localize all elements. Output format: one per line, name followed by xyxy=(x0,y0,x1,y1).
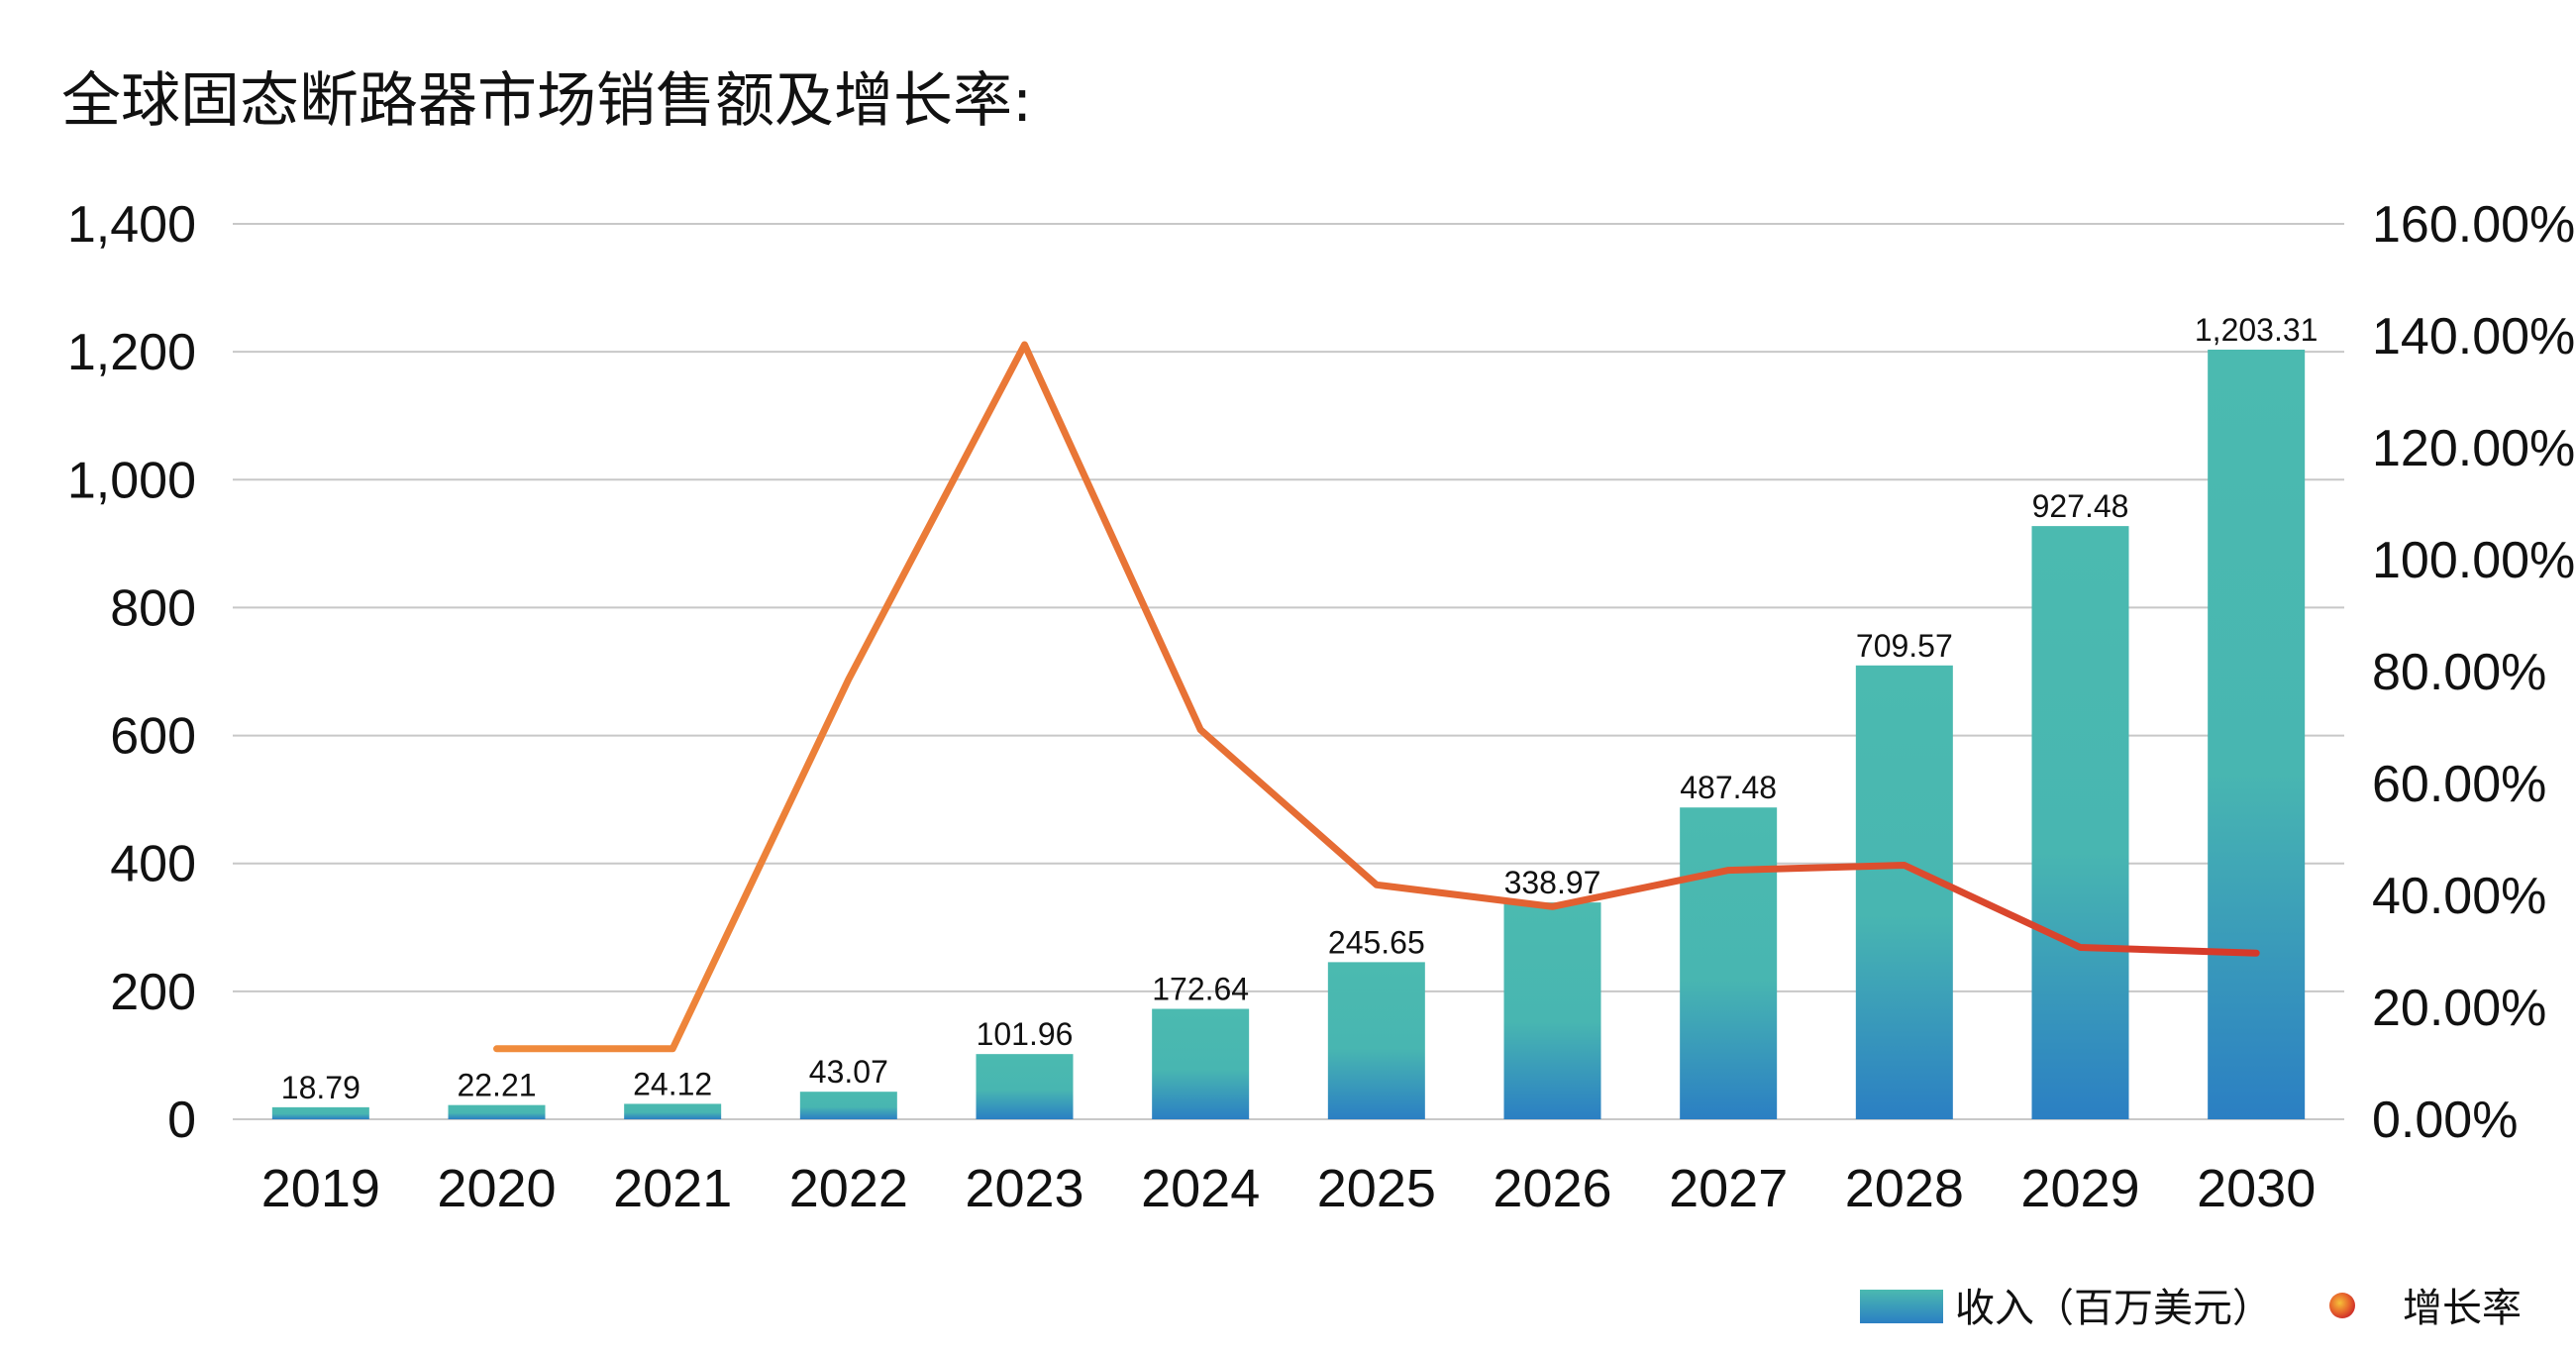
bar-2028 xyxy=(1855,665,1953,1119)
bar-label-2021: 24.12 xyxy=(633,1066,712,1101)
growth-rate-line xyxy=(493,341,2260,1053)
y-right-tick-label: 140.00% xyxy=(2372,308,2575,365)
y-right-axis: 160.00% 140.00% 120.00% 100.00% 80.00% 60.00%… xyxy=(2372,196,2575,1149)
legend-swatch-revenue xyxy=(1860,1290,1943,1323)
bar-label-2024: 172.64 xyxy=(1152,972,1249,1007)
y-left-tick-label: 200 xyxy=(110,964,196,1021)
bar-label-2030: 1,203.31 xyxy=(2195,312,2318,348)
x-tick-label: 2027 xyxy=(1669,1159,1788,1218)
y-right-tick-label: 60.00% xyxy=(2372,756,2546,813)
legend-label-growth: 增长率 xyxy=(2403,1286,2522,1331)
bar-2020 xyxy=(448,1104,546,1119)
y-left-tick-label: 1,000 xyxy=(67,452,196,509)
bar-2030 xyxy=(2208,350,2306,1119)
bar-2023 xyxy=(976,1054,1074,1119)
y-left-axis: 1,400 1,200 1,000 800 600 400 200 0 xyxy=(67,196,196,1149)
y-left-tick-label: 600 xyxy=(110,708,196,766)
x-tick-label: 2023 xyxy=(965,1159,1083,1218)
x-axis: 2019 2020 2021 2022 2023 2024 2025 2026 2027 2028… xyxy=(261,1159,2316,1218)
y-right-tick-label: 0.00% xyxy=(2372,1092,2518,1149)
legend: 收入（百万美元） 增长率 xyxy=(1860,1286,2522,1331)
bar-label-2029: 927.48 xyxy=(2032,488,2129,524)
bar-label-2026: 338.97 xyxy=(1504,865,1601,900)
y-right-tick-label: 120.00% xyxy=(2372,420,2575,477)
x-tick-label: 2029 xyxy=(2020,1159,2139,1218)
bar-label-2020: 22.21 xyxy=(457,1068,536,1103)
x-tick-label: 2028 xyxy=(1845,1159,1964,1218)
bar-label-2027: 487.48 xyxy=(1680,770,1777,805)
bar-label-2019: 18.79 xyxy=(281,1070,361,1105)
y-right-tick-label: 160.00% xyxy=(2372,196,2575,254)
legend-label-revenue: 收入（百万美元） xyxy=(1955,1286,2272,1331)
y-left-tick-label: 400 xyxy=(110,836,196,893)
x-tick-label: 2019 xyxy=(261,1159,380,1218)
bar-2026 xyxy=(1503,902,1601,1119)
legend-marker-growth xyxy=(2329,1293,2355,1318)
growth-rate-line-group xyxy=(493,341,2260,1053)
chart-title: 全球固态断路器市场销售额及增长率: xyxy=(61,66,1032,136)
y-left-tick-label: 0 xyxy=(167,1092,196,1149)
bar-2022 xyxy=(799,1092,897,1119)
bar-2027 xyxy=(1680,807,1778,1119)
bar-label-2022: 43.07 xyxy=(809,1054,888,1090)
grid-lines xyxy=(233,223,2344,1120)
bar-2025 xyxy=(1327,962,1425,1119)
x-tick-label: 2025 xyxy=(1317,1159,1436,1218)
bar-2019 xyxy=(271,1106,369,1119)
bar-data-labels: 18.79 22.21 24.12 43.07 101.96 172.64 245.65 33… xyxy=(281,312,2318,1105)
bar-label-2025: 245.65 xyxy=(1328,924,1425,960)
x-tick-label: 2024 xyxy=(1141,1159,1260,1218)
y-right-tick-label: 100.00% xyxy=(2372,532,2575,589)
y-right-tick-label: 20.00% xyxy=(2372,980,2546,1037)
x-tick-label: 2030 xyxy=(2197,1159,2316,1218)
revenue-bars xyxy=(271,350,2306,1119)
x-tick-label: 2021 xyxy=(613,1159,732,1218)
bar-2021 xyxy=(624,1103,722,1119)
y-left-tick-label: 800 xyxy=(110,579,196,637)
bar-label-2028: 709.57 xyxy=(1856,628,1953,664)
x-tick-label: 2026 xyxy=(1493,1159,1611,1218)
bar-2029 xyxy=(2031,526,2129,1119)
bar-label-2023: 101.96 xyxy=(977,1016,1074,1052)
bar-2024 xyxy=(1152,1008,1250,1119)
x-tick-label: 2020 xyxy=(437,1159,556,1218)
y-left-tick-label: 1,200 xyxy=(67,324,196,381)
y-right-tick-label: 80.00% xyxy=(2372,644,2546,701)
y-right-tick-label: 40.00% xyxy=(2372,868,2546,925)
y-left-tick-label: 1,400 xyxy=(67,196,196,254)
x-tick-label: 2022 xyxy=(789,1159,908,1218)
